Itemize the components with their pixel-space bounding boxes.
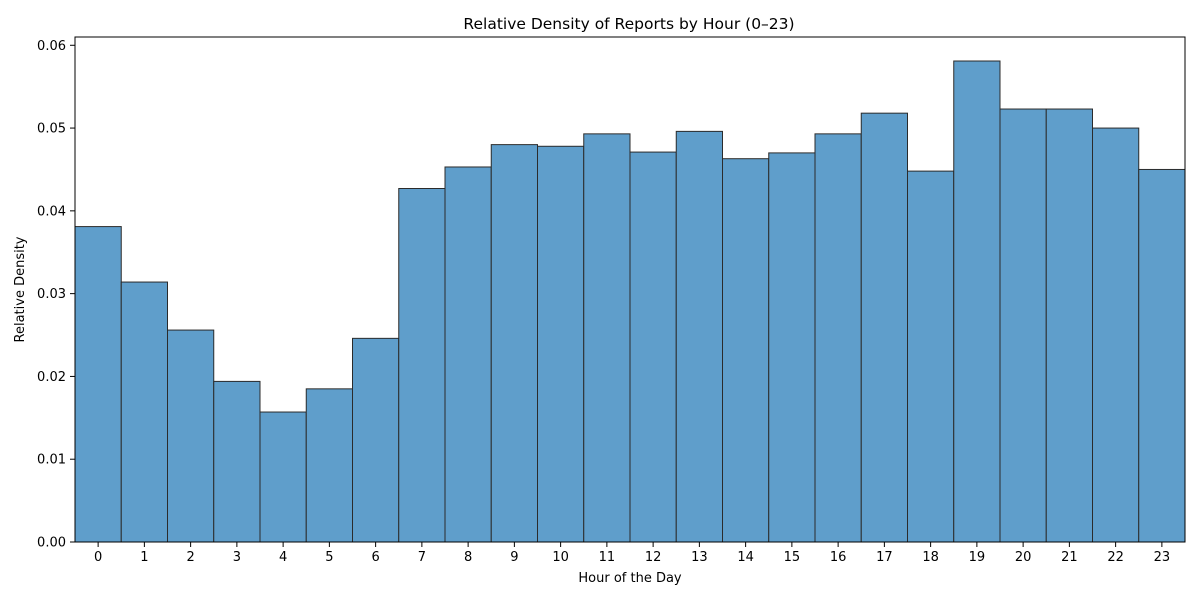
bar-hour-7 bbox=[398, 188, 446, 543]
x-tick-label: 11 bbox=[599, 550, 616, 565]
bar-hour-10 bbox=[537, 145, 585, 543]
x-tick-label: 3 bbox=[233, 550, 241, 565]
plot-frame bbox=[74, 36, 1186, 543]
y-tick-label: 0.03 bbox=[37, 287, 66, 302]
x-tick-label: 19 bbox=[969, 550, 986, 565]
bar-hour-21 bbox=[1045, 108, 1093, 543]
bar-hour-18 bbox=[907, 170, 955, 543]
y-axis-label: Relative Density bbox=[13, 236, 28, 342]
y-tick-label: 0.01 bbox=[37, 453, 66, 468]
bar-hour-17 bbox=[860, 112, 908, 543]
bar-hour-8 bbox=[444, 166, 492, 543]
bar-hour-16 bbox=[814, 133, 862, 543]
bar-hour-11 bbox=[583, 133, 631, 543]
x-tick-label: 18 bbox=[922, 550, 939, 565]
x-tick-label: 7 bbox=[418, 550, 426, 565]
x-tick-label: 17 bbox=[876, 550, 893, 565]
y-tick-label: 0.02 bbox=[37, 370, 66, 385]
x-tick-label: 14 bbox=[737, 550, 754, 565]
bar-hour-14 bbox=[722, 158, 770, 543]
x-tick-label: 21 bbox=[1061, 550, 1078, 565]
bar-hour-2 bbox=[167, 329, 215, 543]
bar-hour-5 bbox=[305, 388, 353, 543]
x-tick-label: 9 bbox=[510, 550, 518, 565]
bar-hour-13 bbox=[675, 130, 723, 543]
x-tick-label: 15 bbox=[784, 550, 801, 565]
y-tick-label: 0.06 bbox=[37, 39, 66, 54]
y-tick-label: 0.00 bbox=[37, 536, 66, 551]
bar-hour-9 bbox=[490, 144, 538, 543]
bar-hour-3 bbox=[213, 380, 261, 543]
x-tick-label: 0 bbox=[94, 550, 102, 565]
x-tick-label: 16 bbox=[830, 550, 847, 565]
x-tick-label: 4 bbox=[279, 550, 287, 565]
x-tick-label: 13 bbox=[691, 550, 708, 565]
bar-hour-6 bbox=[352, 337, 400, 543]
bars-group bbox=[74, 60, 1186, 543]
x-tick-label: 5 bbox=[325, 550, 333, 565]
x-tick-label: 8 bbox=[464, 550, 472, 565]
bar-hour-12 bbox=[629, 151, 677, 543]
bar-hour-4 bbox=[259, 411, 307, 543]
x-tick-label: 12 bbox=[645, 550, 662, 565]
x-tick-label: 22 bbox=[1107, 550, 1124, 565]
bar-hour-1 bbox=[120, 281, 168, 543]
y-tick-label: 0.05 bbox=[37, 122, 66, 137]
x-axis-ticks: 0 1 2 3 4 5 6 7 8 9 10 11 12 13 14 15 16 17 18 19 20 21 22 23 bbox=[94, 542, 1170, 565]
bar-hour-20 bbox=[999, 108, 1047, 543]
bar-hour-19 bbox=[953, 60, 1001, 543]
x-tick-label: 20 bbox=[1015, 550, 1032, 565]
y-tick-label: 0.04 bbox=[37, 204, 66, 219]
bar-hour-23 bbox=[1138, 168, 1186, 543]
bar-hour-22 bbox=[1092, 127, 1140, 543]
bar-hour-15 bbox=[768, 152, 816, 543]
chart-title: Relative Density of Reports by Hour (0–2… bbox=[463, 15, 794, 33]
x-tick-label: 10 bbox=[552, 550, 569, 565]
x-tick-label: 6 bbox=[371, 550, 379, 565]
x-tick-label: 2 bbox=[186, 550, 194, 565]
y-axis-ticks: 0.00 0.01 0.02 0.03 0.04 0.05 0.06 bbox=[37, 39, 75, 551]
x-tick-label: 23 bbox=[1154, 550, 1171, 565]
x-tick-label: 1 bbox=[140, 550, 148, 565]
bar-hour-0 bbox=[74, 226, 122, 543]
x-axis-label: Hour of the Day bbox=[578, 571, 682, 586]
